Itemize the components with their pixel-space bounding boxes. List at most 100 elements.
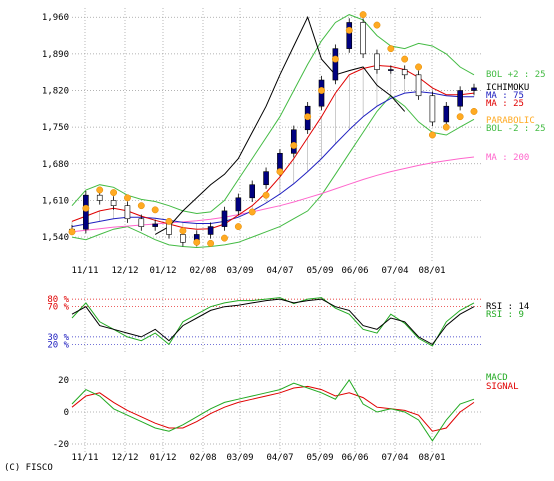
parabolic-dot [96,186,104,194]
x-tick-label: 07/04 [381,266,408,276]
parabolic-dot [137,202,145,210]
candle-body [401,69,408,76]
candle-body [457,90,463,107]
price-y-axis: 1,960 1,890 1,820 1,750 1,680 1,610 1,540 [42,13,69,243]
parabolic-dot [401,55,409,63]
parabolic-dot [373,21,381,29]
parabolic-dot [179,227,187,235]
parabolic-dot [456,113,464,121]
parabolic-dot [165,217,173,225]
price-series [68,11,478,249]
signal-line [71,385,475,432]
parabolic-dot [318,87,325,94]
candle-body [443,105,450,123]
bol-upper-line [71,14,475,215]
parabolic-dot [331,55,339,63]
candle-body [263,171,269,186]
price-grid [72,8,482,262]
macd-line [71,379,475,442]
candle-body [360,22,366,55]
rsi-y-tick: 80 % [47,295,69,305]
candle-body [249,184,256,199]
rsi-y-tick: 70 % [47,303,69,313]
x-tick-label: 01/12 [149,453,176,463]
candle-body [207,226,214,235]
price-y-tick: 1,960 [42,13,69,23]
price-y-tick: 1,750 [42,123,69,133]
legend-entry: MA : 200 [486,153,529,163]
candle-body [290,129,297,154]
candle-body [138,218,145,227]
parabolic-dot [193,238,201,246]
legend-entry: RSI : 9 [486,310,524,320]
rsi-grid [72,282,482,352]
parabolic-dot [110,189,118,197]
parabolic-dot [470,107,478,115]
legend-entry: BOL -2 : 25 [486,124,546,134]
legend-entry: ICHIMOKU [486,83,529,93]
rsi14-line [71,298,475,346]
parabolic-dot [304,113,312,121]
candle-body [166,223,172,235]
x-tick-label: 05/09 [306,453,333,463]
parabolic-dot [415,63,423,71]
parabolic-dot [345,26,353,34]
parabolic-dot [359,11,367,19]
candle-body [346,22,353,49]
price-y-tick: 1,820 [42,87,69,97]
x-tick-label: 08/01 [418,266,445,276]
x-tick-label: 12/12 [111,266,138,276]
candle-body [180,234,186,243]
rsi-y-tick: 30 % [47,333,69,343]
rsi-y-axis: 80 %70 % 30 %20 % [47,295,69,350]
parabolic-dot [221,234,228,242]
macd-y-axis: 20 0 -20 [53,376,69,450]
macd-y-tick: -20 [53,440,69,450]
candle-body [332,48,339,81]
legend-entry: RSI : 14 [486,302,529,312]
x-tick-label: 08/01 [418,453,445,463]
x-tick-label: 04/07 [266,266,293,276]
price-y-tick: 1,610 [42,196,69,206]
x-tick-label: 01/12 [149,266,176,276]
parabolic-dot [207,239,215,247]
parabolic-dot [151,206,159,214]
candle-body [124,205,131,220]
x-tick-label: 03/09 [226,453,253,463]
macd-x-axis: 11/11 12/12 01/12 02/08 03/09 04/07 05/09 06/06… [71,453,445,463]
parabolic-dot [82,204,90,212]
candle-body [374,53,380,70]
parabolic-dot [442,123,450,131]
bol-lower-line [71,95,475,249]
candle-body [110,200,117,206]
candle-body [83,194,89,230]
candle-body [235,197,242,212]
x-tick-label: 04/07 [266,453,293,463]
price-y-tick: 1,890 [42,50,69,60]
legend-entry: MA : 25 [486,99,524,109]
parabolic-dot [428,131,436,139]
parabolic-dot [262,191,270,199]
macd-y-tick: 0 [64,408,69,418]
price-y-tick: 1,680 [42,160,69,170]
rsi-y-tick: 20 % [47,340,69,350]
rsi9-line [71,297,475,347]
x-tick-label: 02/08 [189,453,216,463]
candle-body [221,210,228,227]
legend-entry: MA : 75 [486,91,524,101]
x-tick-label: 02/08 [189,266,216,276]
parabolic-dot [248,208,256,216]
x-tick-label: 05/09 [306,266,333,276]
candle-body [152,223,158,227]
x-tick-label: 06/06 [341,453,368,463]
x-tick-label: 11/11 [71,266,98,276]
macd-grid [72,370,482,452]
macd-series [71,379,475,442]
candle-body [388,69,394,71]
copyright-text: (C) FISCO [4,463,53,473]
x-tick-label: 07/04 [381,453,408,463]
price-panel: 1,960 1,890 1,820 1,750 1,680 1,610 1,540 11/1… [42,8,546,276]
